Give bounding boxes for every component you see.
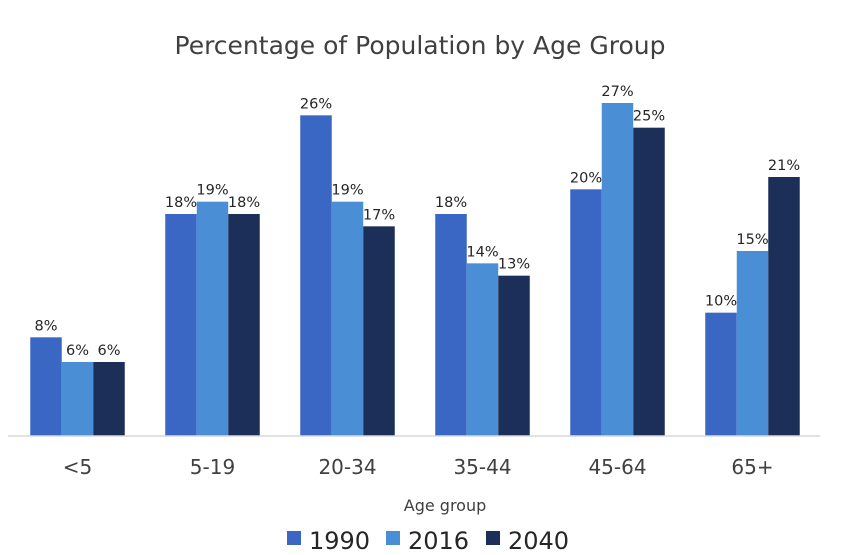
x-tick-label-35-44: 35-44 [453, 455, 511, 479]
data-label-2016-20-34: 19% [331, 183, 363, 199]
legend-swatch-1990 [287, 531, 301, 545]
bar-1990-35-44 [435, 214, 467, 436]
bar-2040-5-19 [228, 214, 260, 436]
x-axis-title: Age group [404, 496, 487, 515]
legend: 1990 2016 2040 [287, 527, 569, 555]
data-label-2040-35-44: 13% [498, 257, 530, 273]
bar-1990-45-64 [570, 189, 602, 436]
x-tick-label-45-64: 45-64 [588, 455, 646, 479]
bar-2016-65 [736, 251, 769, 436]
data-label-1990-under-5: 8% [34, 318, 57, 334]
data-label-2040-45-64: 25% [633, 109, 665, 125]
bar-2016-under-5 [61, 362, 94, 436]
bar-2040-under-5 [93, 362, 125, 436]
data-labels-layer: 8%6% 6%18%19%18%26%19%17%18%14%13%20%27%2… [34, 84, 800, 359]
bar-2016-5-19 [196, 201, 229, 436]
legend-swatch-2040 [486, 531, 500, 545]
bars-layer [30, 103, 800, 437]
x-tick-label-5-19: 5-19 [190, 455, 235, 479]
bar-2040-35-44 [498, 275, 530, 436]
legend-label-2040: 2040 [508, 527, 569, 555]
x-tick-label-under-5: <5 [63, 455, 92, 479]
data-label-2040-65: 21% [768, 158, 800, 174]
bar-1990-under-5 [30, 337, 62, 436]
bar-1990-5-19 [165, 214, 197, 436]
legend-label-2016: 2016 [408, 527, 469, 555]
bar-2016-20-34 [331, 201, 364, 436]
data-label-2040-5-19: 18% [228, 195, 260, 211]
x-tick-label-20-34: 20-34 [318, 455, 376, 479]
data-label-2016-5-19: 19% [196, 183, 228, 199]
data-label-2016-45-64: 27% [601, 84, 633, 100]
legend-label-1990: 1990 [309, 527, 370, 555]
x-tick-label-65: 65+ [731, 455, 773, 479]
bar-2040-20-34 [363, 226, 395, 436]
data-label-1990-20-34: 26% [300, 96, 332, 112]
data-label-2016-35-44: 14% [466, 244, 498, 260]
bar-2016-45-64 [601, 103, 634, 436]
data-label-2040-under-5: 6% [97, 343, 120, 359]
legend-swatch-2016 [386, 531, 400, 545]
x-tick-labels: <5 5-19 20-34 35-44 45-64 65+ [63, 455, 774, 479]
data-label-1990-45-64: 20% [570, 170, 602, 186]
data-label-2016-under-5: 6% [66, 343, 89, 359]
data-label-1990-65: 10% [705, 294, 737, 310]
data-label-2040-20-34: 17% [363, 207, 395, 223]
data-label-2016-65: 15% [736, 232, 768, 248]
data-label-1990-35-44: 18% [435, 195, 467, 211]
bar-2016-35-44 [466, 263, 499, 436]
chart-title: Percentage of Population by Age Group [175, 31, 666, 60]
data-label-1990-5-19: 18% [165, 195, 197, 211]
bar-1990-65 [705, 312, 737, 436]
bar-2040-65 [768, 177, 800, 436]
bar-1990-20-34 [300, 115, 332, 436]
bar-2040-45-64 [633, 127, 665, 437]
